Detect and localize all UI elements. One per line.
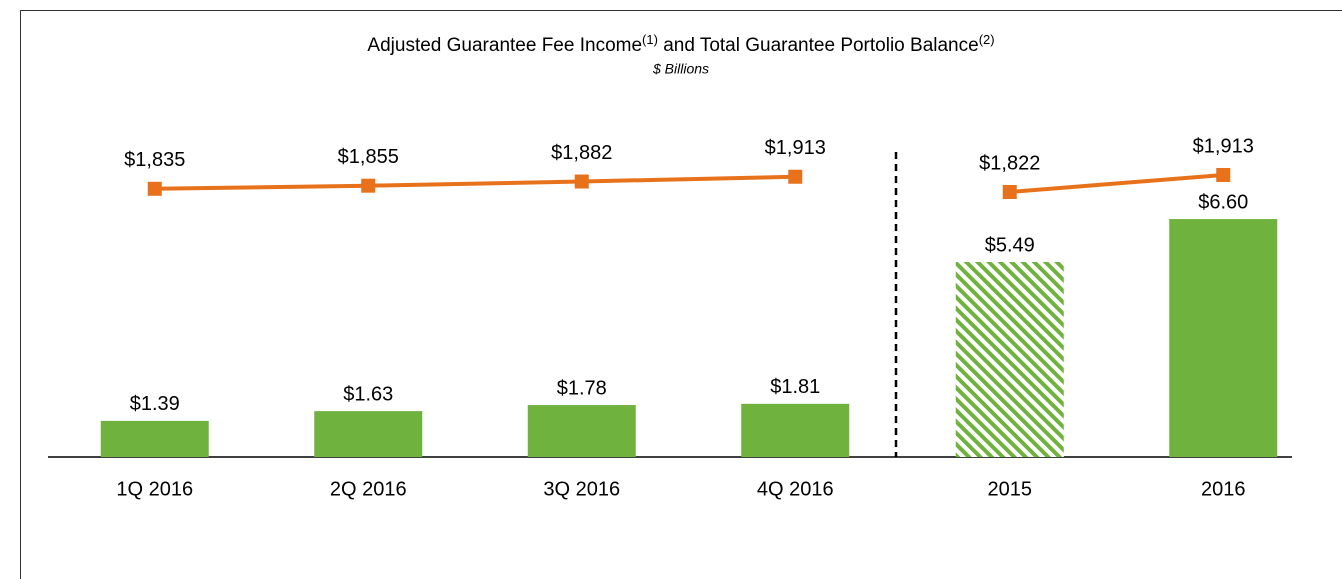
line	[154, 174, 796, 191]
x-tick-label: 3Q 2016	[543, 478, 620, 500]
bar-value-label: $1.81	[770, 376, 820, 398]
title-part: and Total Guarantee Portolio Balance	[658, 35, 979, 56]
bar-value-label: $6.60	[1198, 191, 1248, 213]
x-tick-label: 2Q 2016	[330, 478, 407, 500]
title-superscript: (1)	[642, 32, 658, 47]
title-superscript: (2)	[979, 32, 995, 47]
bar	[527, 405, 636, 457]
line-value-label: $1,913	[1193, 135, 1254, 157]
x-tick-label: 1Q 2016	[116, 478, 193, 500]
bar	[100, 420, 209, 457]
bar	[314, 411, 423, 457]
x-tick-label: 4Q 2016	[757, 478, 834, 500]
bar-value-label: $1.39	[130, 393, 180, 415]
line-value-label: $1,855	[338, 146, 399, 168]
chart-subtitle: $ Billions	[652, 61, 709, 77]
x-tick-label: 2015	[988, 478, 1033, 500]
line-value-label: $1,913	[765, 137, 826, 159]
line-marker	[788, 169, 803, 184]
x-tick-label: 2016	[1201, 478, 1246, 500]
line-marker	[147, 181, 162, 196]
line-marker	[1216, 167, 1231, 182]
bar	[955, 261, 1064, 457]
bar	[741, 403, 850, 457]
bar	[1169, 219, 1278, 457]
bar-value-label: $5.49	[985, 234, 1035, 256]
chart-title: Adjusted Guarantee Fee Income(1) and Tot…	[367, 32, 994, 56]
line-marker	[574, 174, 589, 189]
title-part: Adjusted Guarantee Fee Income	[367, 35, 642, 56]
line-marker	[361, 178, 376, 193]
line-value-label: $1,882	[551, 142, 612, 164]
line-value-label: $1,822	[979, 152, 1040, 174]
bar-value-label: $1.63	[343, 383, 393, 405]
line-value-label: $1,835	[124, 149, 185, 171]
bar-value-label: $1.78	[557, 377, 607, 399]
line-marker	[1002, 185, 1017, 200]
line	[1009, 172, 1224, 194]
